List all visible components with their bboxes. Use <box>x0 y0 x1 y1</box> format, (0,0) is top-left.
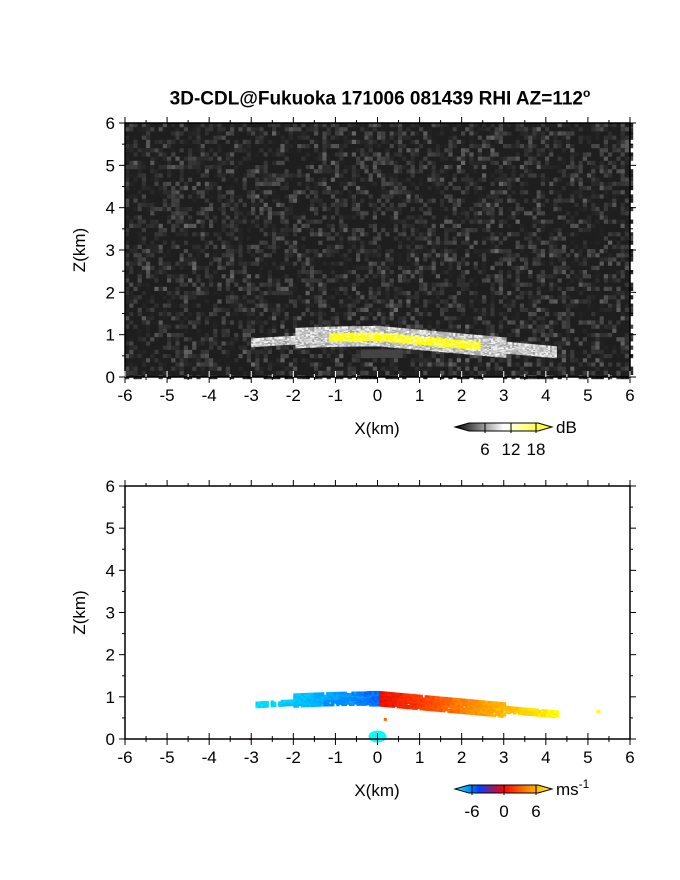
x-tick-label: 0 <box>373 386 382 405</box>
y-tick-label: 4 <box>106 561 115 580</box>
noise-field <box>125 123 634 380</box>
y-tick-label: 5 <box>106 156 115 175</box>
x-tick-label: -1 <box>328 386 343 405</box>
x-tick-label: 3 <box>499 386 508 405</box>
x-tick-label: -6 <box>117 386 132 405</box>
colorbar-tick-label: 12 <box>502 440 521 459</box>
axes: -6 -5 -4 -3 -2 -1 0 1 2 3 4 5 6 0 1 2 3 4 5 6 X(km) Z(km) <box>70 114 636 438</box>
y-tick-label: 3 <box>106 604 115 623</box>
x-tick-label: -3 <box>244 386 259 405</box>
echo-layer <box>251 325 557 359</box>
y-tick-label: 3 <box>106 241 115 260</box>
y-tick-label: 0 <box>106 730 115 749</box>
x-tick-label: 5 <box>583 748 592 767</box>
x-tick-label: 1 <box>415 386 424 405</box>
x-tick-label: -4 <box>202 386 217 405</box>
x-tick-label: 2 <box>457 748 466 767</box>
x-axis-label: X(km) <box>354 781 399 800</box>
y-tick-label: 6 <box>106 114 115 133</box>
x-tick-label: 4 <box>541 748 550 767</box>
colorbar-tick-label: 6 <box>480 440 489 459</box>
y-tick-label: 6 <box>106 477 115 496</box>
colorbar-unit: ms-1 <box>556 777 590 799</box>
y-tick-label: 1 <box>106 326 115 345</box>
colorbar-tick-label: 6 <box>531 802 540 821</box>
colorbar-tick-label: -6 <box>464 802 479 821</box>
y-axis-label: Z(km) <box>70 590 89 634</box>
x-tick-label: 3 <box>499 748 508 767</box>
y-tick-label: 5 <box>106 519 115 538</box>
colorbar-tick-label: 18 <box>527 440 546 459</box>
echo-layer <box>249 690 601 741</box>
x-tick-label: 4 <box>541 386 550 405</box>
colorbar-unit: dB <box>556 418 577 437</box>
y-tick-label: 0 <box>106 368 115 387</box>
x-tick-label: 1 <box>415 748 424 767</box>
x-tick-label: 0 <box>373 748 382 767</box>
y-tick-label: 4 <box>106 199 115 218</box>
colorbar: 6 12 18 dB <box>453 418 577 459</box>
clutter <box>360 349 403 358</box>
colorbar-bar <box>453 422 554 432</box>
x-tick-label: -5 <box>160 748 175 767</box>
y-tick-label: 2 <box>106 283 115 302</box>
x-tick-label: 2 <box>457 386 466 405</box>
x-tick-label: 6 <box>625 748 634 767</box>
colorbar-tick-label: 0 <box>499 802 508 821</box>
x-tick-label: -3 <box>244 748 259 767</box>
y-axis-label: Z(km) <box>70 228 89 272</box>
x-tick-label: -1 <box>328 748 343 767</box>
x-tick-label: -2 <box>286 748 301 767</box>
axes: -6 -5 -4 -3 -2 -1 0 1 2 3 4 5 6 0 1 2 3 4 5 6 X(km) Z(km) <box>70 477 636 800</box>
x-tick-label: 5 <box>583 386 592 405</box>
y-tick-label: 2 <box>106 646 115 665</box>
x-tick-label: -6 <box>117 748 132 767</box>
chart-title: 3D-CDL@Fukuoka 171006 081439 RHI AZ=112o <box>169 86 591 110</box>
x-tick-label: -5 <box>160 386 175 405</box>
y-tick-label: 1 <box>106 688 115 707</box>
x-tick-label: -4 <box>202 748 217 767</box>
colorbar: -6 0 6 ms-1 <box>453 777 590 821</box>
x-axis-label: X(km) <box>354 419 399 438</box>
x-tick-label: 6 <box>625 386 634 405</box>
x-tick-label: -2 <box>286 386 301 405</box>
